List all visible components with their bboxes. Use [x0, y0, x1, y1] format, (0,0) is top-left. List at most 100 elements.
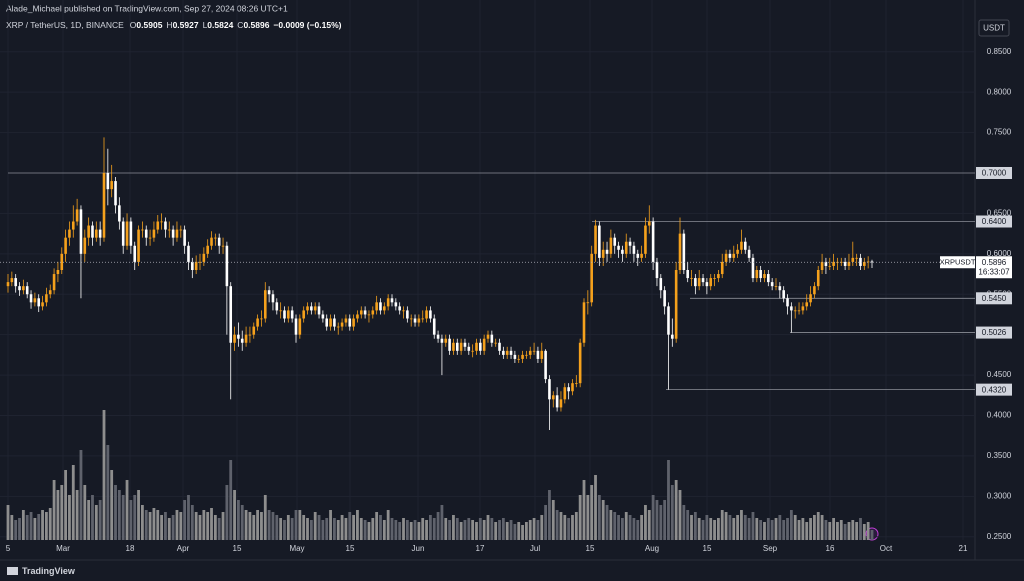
volume-bar	[64, 470, 67, 540]
volume-bar	[471, 520, 475, 540]
candle-body	[244, 334, 248, 343]
x-tick-label: 5	[6, 544, 11, 553]
candle-body	[95, 229, 98, 238]
candle-body	[847, 261, 851, 266]
volume-bar	[578, 495, 582, 540]
candle-body	[356, 314, 359, 319]
volume-bar	[847, 522, 851, 540]
candle-body	[225, 245, 229, 287]
candle-body	[728, 253, 732, 258]
y-tick-label: 0.6500	[987, 209, 1012, 218]
candle-body	[98, 229, 102, 238]
volume-bar	[590, 485, 594, 540]
candle-body	[659, 278, 663, 291]
candle-body	[233, 334, 236, 343]
volume-bar	[759, 520, 763, 540]
candle-body	[594, 225, 597, 254]
candle-body	[782, 290, 785, 299]
currency-label[interactable]: USDT	[983, 24, 1005, 33]
candle-body	[41, 302, 44, 307]
candle-body	[406, 310, 409, 319]
volume-bar	[309, 520, 313, 540]
candle-body	[79, 209, 83, 254]
volume-bar	[624, 512, 628, 540]
candle-body	[755, 270, 759, 279]
volume-bar	[183, 500, 187, 540]
volume-bar	[279, 518, 283, 540]
candle-body	[10, 278, 14, 283]
candle-body	[705, 282, 709, 287]
candle-body	[820, 261, 824, 270]
volume-bar	[83, 485, 87, 540]
candle-body	[513, 354, 517, 359]
candle-body	[279, 310, 282, 312]
candle-body	[52, 274, 56, 291]
candle-body	[609, 237, 613, 254]
candle-body	[767, 274, 770, 283]
volume-bar	[751, 512, 755, 540]
volume-bar	[586, 495, 590, 540]
volume-bar	[217, 518, 221, 540]
volume-bar	[816, 512, 820, 540]
volume-bar	[621, 518, 624, 540]
volume-bar	[862, 524, 866, 540]
volume-bar	[674, 480, 678, 540]
currency-button[interactable]	[978, 19, 1010, 37]
candle-body	[809, 294, 812, 303]
volume-bar	[18, 518, 21, 540]
candle-body	[417, 318, 421, 323]
candle-body	[248, 334, 252, 336]
volume-bar	[117, 490, 121, 540]
candle-body	[118, 205, 121, 222]
volume-bar	[820, 515, 824, 540]
candle-body	[110, 181, 113, 190]
candle-body	[640, 253, 643, 258]
brand: TradingView	[7, 566, 76, 576]
countdown-label: 16:33:07	[978, 267, 1010, 276]
volume-bar	[859, 518, 862, 540]
candle-body	[321, 314, 325, 319]
x-tick-label: 15	[233, 544, 242, 553]
volume-bar	[244, 510, 248, 540]
candle-body	[436, 334, 440, 339]
candle-body	[452, 342, 455, 351]
candle-body	[87, 225, 90, 238]
volume-bar	[659, 505, 663, 540]
volume-bar	[248, 512, 252, 540]
candle-body	[601, 249, 605, 258]
candle-body	[763, 274, 766, 279]
candle-body	[567, 387, 570, 392]
volume-bar	[21, 510, 25, 540]
volume-bar	[144, 510, 148, 540]
x-tick-label: 17	[476, 544, 485, 553]
candle-body	[302, 310, 305, 319]
legend-change: −0.0009 (−0.15%)	[273, 20, 341, 30]
candle-body	[475, 342, 478, 351]
volume-bar	[91, 495, 94, 540]
legend-ohlc-key: O	[130, 20, 137, 30]
candle-body	[613, 237, 617, 246]
volume-bar	[87, 500, 91, 540]
volume-bar	[743, 515, 747, 540]
candle-body	[75, 209, 79, 222]
volume-bar	[740, 510, 743, 540]
candle-body	[383, 306, 386, 311]
volume-bar	[202, 510, 206, 540]
last-price-box	[976, 256, 1012, 279]
volume-bar	[736, 515, 739, 540]
volume-bar	[455, 518, 459, 540]
volume-bar	[697, 518, 701, 540]
volume-bar	[801, 518, 805, 540]
candle-body	[409, 318, 413, 320]
candle-body	[340, 322, 344, 327]
candle-body	[839, 261, 843, 263]
legend-ohlc-key: L	[203, 20, 208, 30]
candle-body	[83, 237, 87, 254]
volume-bar	[828, 522, 832, 540]
volume-bar	[240, 505, 244, 540]
y-tick-label: 0.7500	[987, 128, 1012, 137]
x-tick-label: May	[289, 544, 304, 553]
candle-body	[156, 221, 160, 230]
candle-body	[870, 261, 874, 263]
